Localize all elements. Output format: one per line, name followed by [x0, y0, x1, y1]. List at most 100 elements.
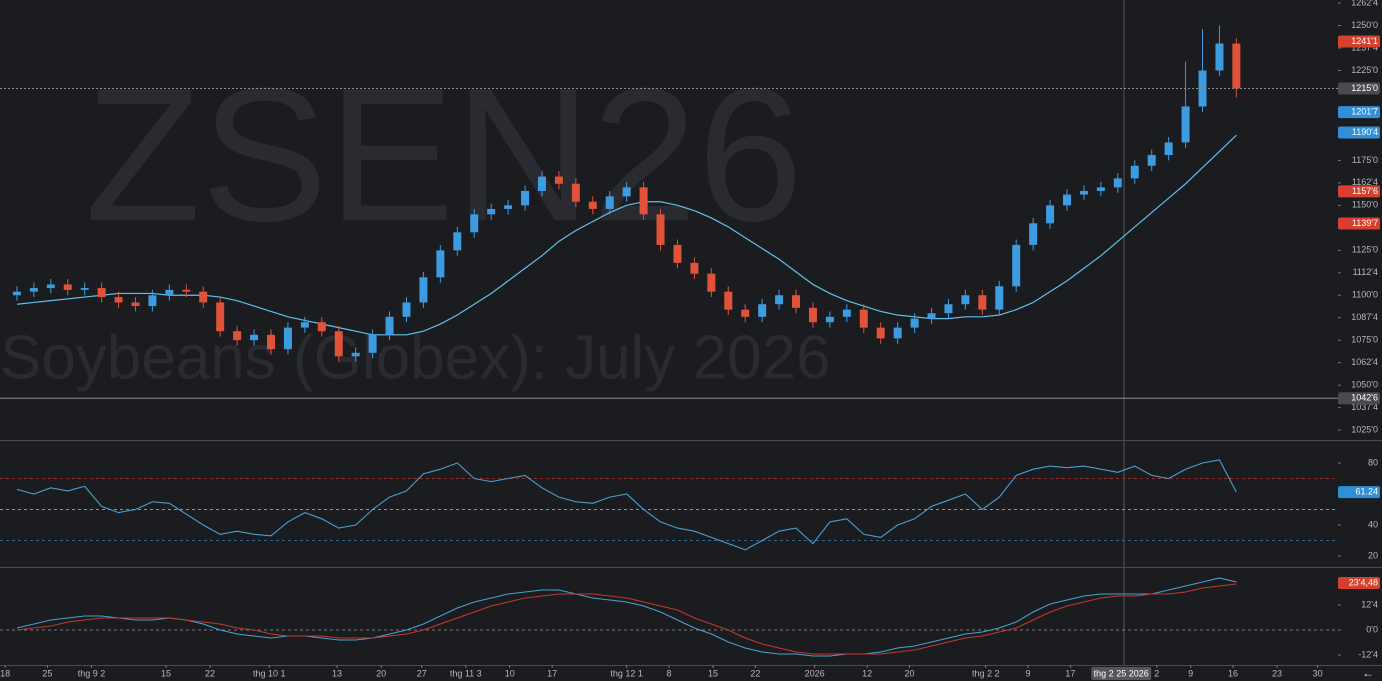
y-tick-label: 1112'4 — [1353, 267, 1378, 277]
candle-body — [368, 334, 377, 353]
candle-body — [148, 295, 157, 307]
y-tick-label: 12'4 — [1361, 599, 1378, 609]
price-tag-label: 61.24 — [1355, 486, 1378, 496]
candle-body — [910, 318, 919, 328]
candle-body — [80, 288, 89, 290]
x-tick-label: 20 — [904, 668, 914, 678]
price-tag-label: 1157'6 — [1352, 186, 1378, 196]
indicator-line — [16, 577, 1237, 657]
candle-body — [758, 304, 767, 317]
candle-body — [707, 273, 716, 292]
x-tick-label: thg 10 1 — [253, 668, 286, 678]
price-tag — [1338, 217, 1380, 230]
x-tick-label: 20 — [376, 668, 386, 678]
candle-body — [944, 304, 953, 314]
price-tag — [1338, 392, 1380, 405]
candle-body — [1232, 43, 1241, 89]
candle-body — [842, 309, 851, 317]
candle-body — [775, 295, 784, 305]
candle-body — [1096, 187, 1105, 191]
candle-body — [1113, 178, 1122, 188]
x-tick-label: 22 — [205, 668, 215, 678]
y-tick-label: 1100'0 — [1352, 290, 1378, 300]
candle-body — [1029, 223, 1038, 245]
candle-body — [250, 334, 259, 341]
x-tick-label: 17 — [1065, 668, 1075, 678]
candle-body — [1181, 106, 1190, 143]
price-tag — [1338, 577, 1380, 589]
candle-body — [690, 262, 699, 274]
x-tick-label: thg 2 2 — [972, 668, 1000, 678]
y-tick-label: 1162'4 — [1352, 177, 1378, 187]
candle-body — [1130, 165, 1139, 179]
candle-body — [216, 302, 225, 332]
crosshair-tag — [1091, 667, 1152, 680]
y-tick-label: 1262'4 — [1351, 0, 1378, 7]
candle-body — [351, 352, 360, 357]
candle-body — [266, 334, 275, 350]
watermark-subtitle: Soybeans (Globex): July 2026 — [0, 323, 831, 392]
candle-body — [724, 291, 733, 310]
x-tick-label: 30 — [1313, 668, 1323, 678]
candle-body — [893, 327, 902, 339]
candle-body — [419, 277, 428, 303]
price-tag-label: 1042'6 — [1351, 393, 1378, 403]
y-tick-label: 1050'0 — [1351, 380, 1378, 390]
candle-body — [639, 187, 648, 215]
x-tick-label: 9 — [1026, 668, 1031, 678]
watermark: ZSEN26 — [85, 49, 803, 261]
candle-body — [131, 302, 140, 307]
x-tick-label: 10 — [505, 668, 515, 678]
y-tick-label: 1150'0 — [1352, 200, 1378, 210]
price-tag — [1338, 486, 1380, 499]
candle-body — [571, 183, 580, 202]
x-tick-label: 22 — [750, 668, 760, 678]
price-tag-label: 1241'1 — [1351, 36, 1378, 46]
price-tag-label: 1215'0 — [1351, 83, 1378, 93]
x-tick-label: 17 — [547, 668, 557, 678]
candle-body — [317, 322, 326, 332]
candle-body — [165, 289, 174, 296]
candle-body — [97, 288, 106, 298]
x-tick-label: 2026 — [805, 668, 825, 678]
candle-body — [605, 196, 614, 209]
candle-body — [114, 297, 123, 303]
x-tick-label: 16 — [1228, 668, 1238, 678]
candle-body — [537, 176, 546, 191]
candle-body — [1164, 142, 1173, 155]
y-tick-label: 0'0 — [1366, 624, 1378, 634]
y-tick-label: 1250'0 — [1351, 20, 1378, 30]
candle-body — [385, 316, 394, 335]
price-tag-label: 1201'7 — [1351, 106, 1378, 116]
candle-body — [1215, 43, 1224, 71]
y-tick-label: 1125'0 — [1352, 245, 1378, 255]
y-tick-label: 1037'4 — [1351, 402, 1378, 412]
x-tick-label: 18 — [0, 668, 10, 678]
x-tick-label: 15 — [708, 668, 718, 678]
x-tick-label: thg 11 3 — [450, 668, 482, 678]
x-tick-label: 15 — [161, 668, 171, 678]
candle-body — [487, 208, 496, 215]
candle-body — [453, 232, 462, 251]
price-tag-label: 23'4,48 — [1349, 577, 1378, 587]
candle-body — [656, 214, 665, 245]
candle-body — [12, 291, 21, 296]
candle-body — [29, 288, 38, 292]
candle-body — [182, 289, 191, 292]
price-tag — [1338, 185, 1380, 198]
candle-body — [978, 295, 987, 310]
x-tick-label: 12 — [862, 668, 872, 678]
candle-body — [402, 302, 411, 317]
candle-body — [233, 331, 242, 341]
candle-body — [927, 313, 936, 319]
back-arrow[interactable]: ← — [1362, 666, 1374, 680]
candle-body — [46, 284, 55, 289]
candle-body — [504, 205, 513, 209]
y-tick-label: 1175'0 — [1352, 155, 1378, 165]
candle-body — [741, 309, 750, 317]
price-tag-label: 1139'7 — [1352, 218, 1378, 228]
indicator-line — [16, 459, 1237, 551]
candle-body — [1198, 70, 1207, 107]
candle-body — [470, 214, 479, 233]
